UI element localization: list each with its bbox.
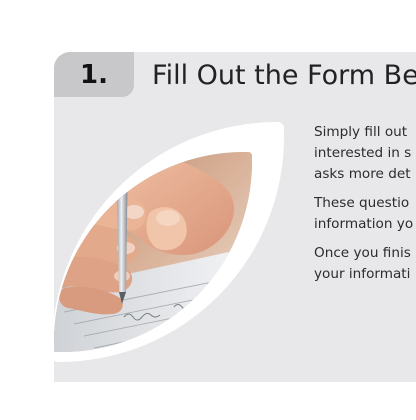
paragraph-line: Once you finis [314, 245, 411, 261]
step-card: 1. Fill Out the Form Be [54, 52, 416, 382]
paragraph-line: asks more det [314, 166, 411, 182]
step-number-badge: 1. [54, 52, 134, 97]
image-frame [54, 122, 284, 362]
paragraph-3: Once you finis your informati [314, 243, 416, 285]
paragraph-line: interested in s [314, 145, 412, 161]
paragraph-line: These questio [314, 195, 410, 211]
paragraph-line: information yo [314, 216, 414, 232]
paragraph-1: Simply fill out interested in s asks mor… [314, 122, 416, 185]
hand-writing-with-pen-image [54, 152, 252, 352]
step-number: 1. [80, 59, 108, 90]
step-description: Simply fill out interested in s asks mor… [314, 122, 416, 293]
paragraph-line: Simply fill out [314, 124, 408, 140]
step-title: Fill Out the Form Be [152, 60, 416, 91]
paragraph-2: These questio information yo [314, 193, 416, 235]
paragraph-line: your informati [314, 266, 411, 282]
